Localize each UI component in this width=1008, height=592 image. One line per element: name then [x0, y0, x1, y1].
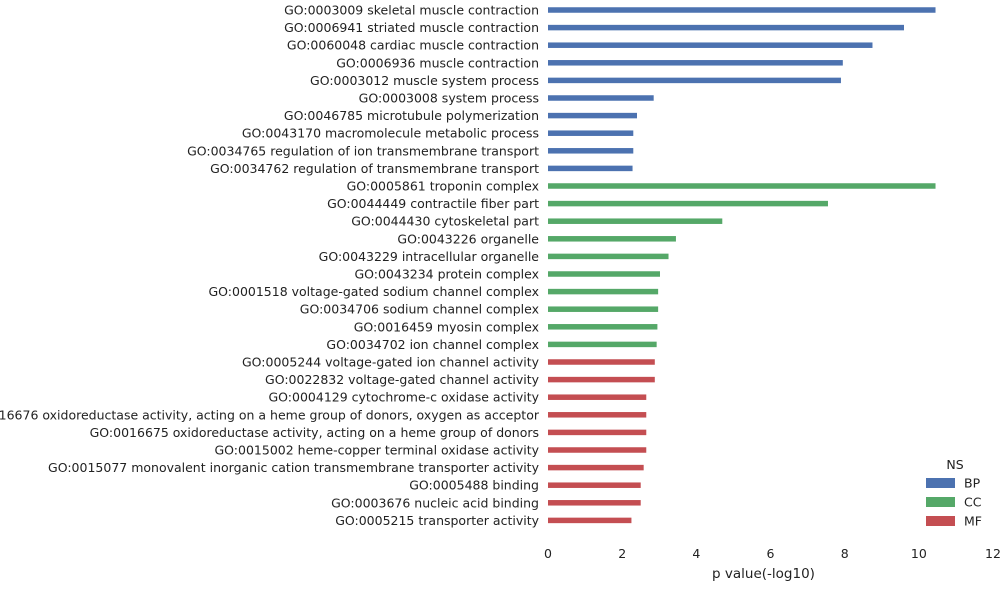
bar-cc-13 [548, 236, 676, 242]
bars-group [548, 7, 936, 524]
x-tick-label: 6 [767, 546, 775, 561]
bar-cc-11 [548, 200, 828, 207]
legend: NS BP CC MF [926, 457, 982, 529]
bar-mf-27 [548, 482, 641, 488]
legend-swatch-bp [926, 478, 955, 488]
bar-mf-26 [548, 464, 644, 471]
bar-bp-1 [548, 24, 904, 31]
x-tick-label: 2 [618, 546, 626, 561]
bar-bp-7 [548, 130, 634, 136]
category-label: GO:0044430 cytoskeletal part [351, 214, 539, 229]
bar-mf-22 [548, 394, 647, 400]
bar-mf-29 [548, 517, 632, 524]
category-label: GO:0060048 cardiac muscle contraction [287, 38, 539, 53]
bar-cc-14 [548, 253, 669, 260]
category-label: GO:0046785 microtubule polymerization [284, 108, 539, 123]
bar-bp-9 [548, 165, 633, 172]
category-label: GO:0034702 ion channel complex [326, 337, 539, 352]
category-label: GO:0003676 nucleic acid binding [331, 495, 539, 510]
category-label: GO:0005215 transporter activity [335, 513, 539, 528]
category-label: GO:0034762 regulation of transmembrane t… [210, 161, 539, 176]
legend-label-bp: BP [964, 476, 981, 491]
bar-mf-20 [548, 359, 655, 365]
category-label: GO:0044449 contractile fiber part [327, 196, 539, 211]
category-label: GO:0006936 muscle contraction [336, 55, 539, 70]
bar-bp-3 [548, 60, 843, 66]
legend-label-mf: MF [964, 514, 982, 529]
bar-bp-0 [548, 7, 936, 13]
bar-mf-21 [548, 376, 655, 383]
category-label: GO:0005488 binding [409, 478, 539, 493]
category-label: GO:0003012 muscle system process [310, 73, 539, 88]
bar-bp-5 [548, 95, 654, 101]
bar-bp-2 [548, 42, 873, 48]
legend-label-cc: CC [964, 495, 982, 510]
bar-cc-16 [548, 288, 659, 295]
bar-cc-17 [548, 306, 659, 312]
category-label: GO:0016675 oxidoreductase activity, acti… [90, 425, 539, 440]
category-label: GO:0016459 myosin complex [354, 319, 539, 334]
bar-cc-18 [548, 324, 658, 330]
legend-swatch-mf [926, 516, 955, 526]
category-label: GO:0015077 monovalent inorganic cation t… [48, 460, 540, 475]
category-label: GO:0015002 heme-copper terminal oxidase … [214, 443, 539, 458]
category-label: GO:0001518 voltage-gated sodium channel … [208, 284, 539, 299]
bar-cc-10 [548, 183, 936, 189]
category-label: GO:0005244 voltage-gated ion channel act… [242, 355, 540, 370]
category-label: GO:0005861 troponin complex [347, 179, 539, 194]
category-label: GO:0034765 regulation of ion transmembra… [187, 143, 539, 158]
category-label: GO:0043229 intracellular organelle [319, 249, 540, 264]
x-tick-label: 10 [911, 546, 927, 561]
category-label: GO:0006941 striated muscle contraction [284, 20, 539, 35]
x-tick-labels-group: 0 2 4 6 8 10 12 [544, 546, 1001, 561]
category-label: GO:0043234 protein complex [354, 267, 539, 282]
category-label: GO:0043170 macromolecule metabolic proce… [242, 126, 539, 141]
category-label: GO:0003009 skeletal muscle contraction [284, 3, 539, 18]
category-label: GO:0004129 cytochrome-c oxidase activity [269, 390, 540, 405]
bar-bp-8 [548, 148, 634, 154]
x-tick-label: 0 [544, 546, 552, 561]
bar-mf-25 [548, 447, 647, 453]
category-label: GO:0043226 organelle [397, 231, 539, 246]
x-tick-label: 8 [841, 546, 849, 561]
legend-swatch-cc [926, 497, 955, 507]
category-labels-group: GO:0003009 skeletal muscle contraction GO… [0, 3, 540, 528]
category-label: GO:0022832 voltage-gated channel activit… [265, 372, 540, 387]
x-tick-label: 12 [985, 546, 1001, 561]
legend-items-group: BP CC MF [926, 476, 982, 529]
bar-mf-23 [548, 412, 647, 418]
x-tick-label: 4 [692, 546, 700, 561]
bar-mf-28 [548, 500, 641, 506]
bar-cc-12 [548, 218, 723, 224]
category-label: GO:0016676 oxidoreductase activity, acti… [0, 407, 540, 422]
bar-cc-15 [548, 271, 660, 277]
bar-bp-6 [548, 112, 637, 119]
legend-title: NS [946, 457, 963, 472]
x-axis-title: p value(-log10) [712, 566, 815, 582]
bar-mf-24 [548, 429, 647, 436]
category-label: GO:0034706 sodium channel complex [300, 302, 539, 317]
bar-cc-19 [548, 341, 657, 348]
category-label: GO:0003008 system process [359, 91, 539, 106]
bar-bp-4 [548, 77, 841, 84]
